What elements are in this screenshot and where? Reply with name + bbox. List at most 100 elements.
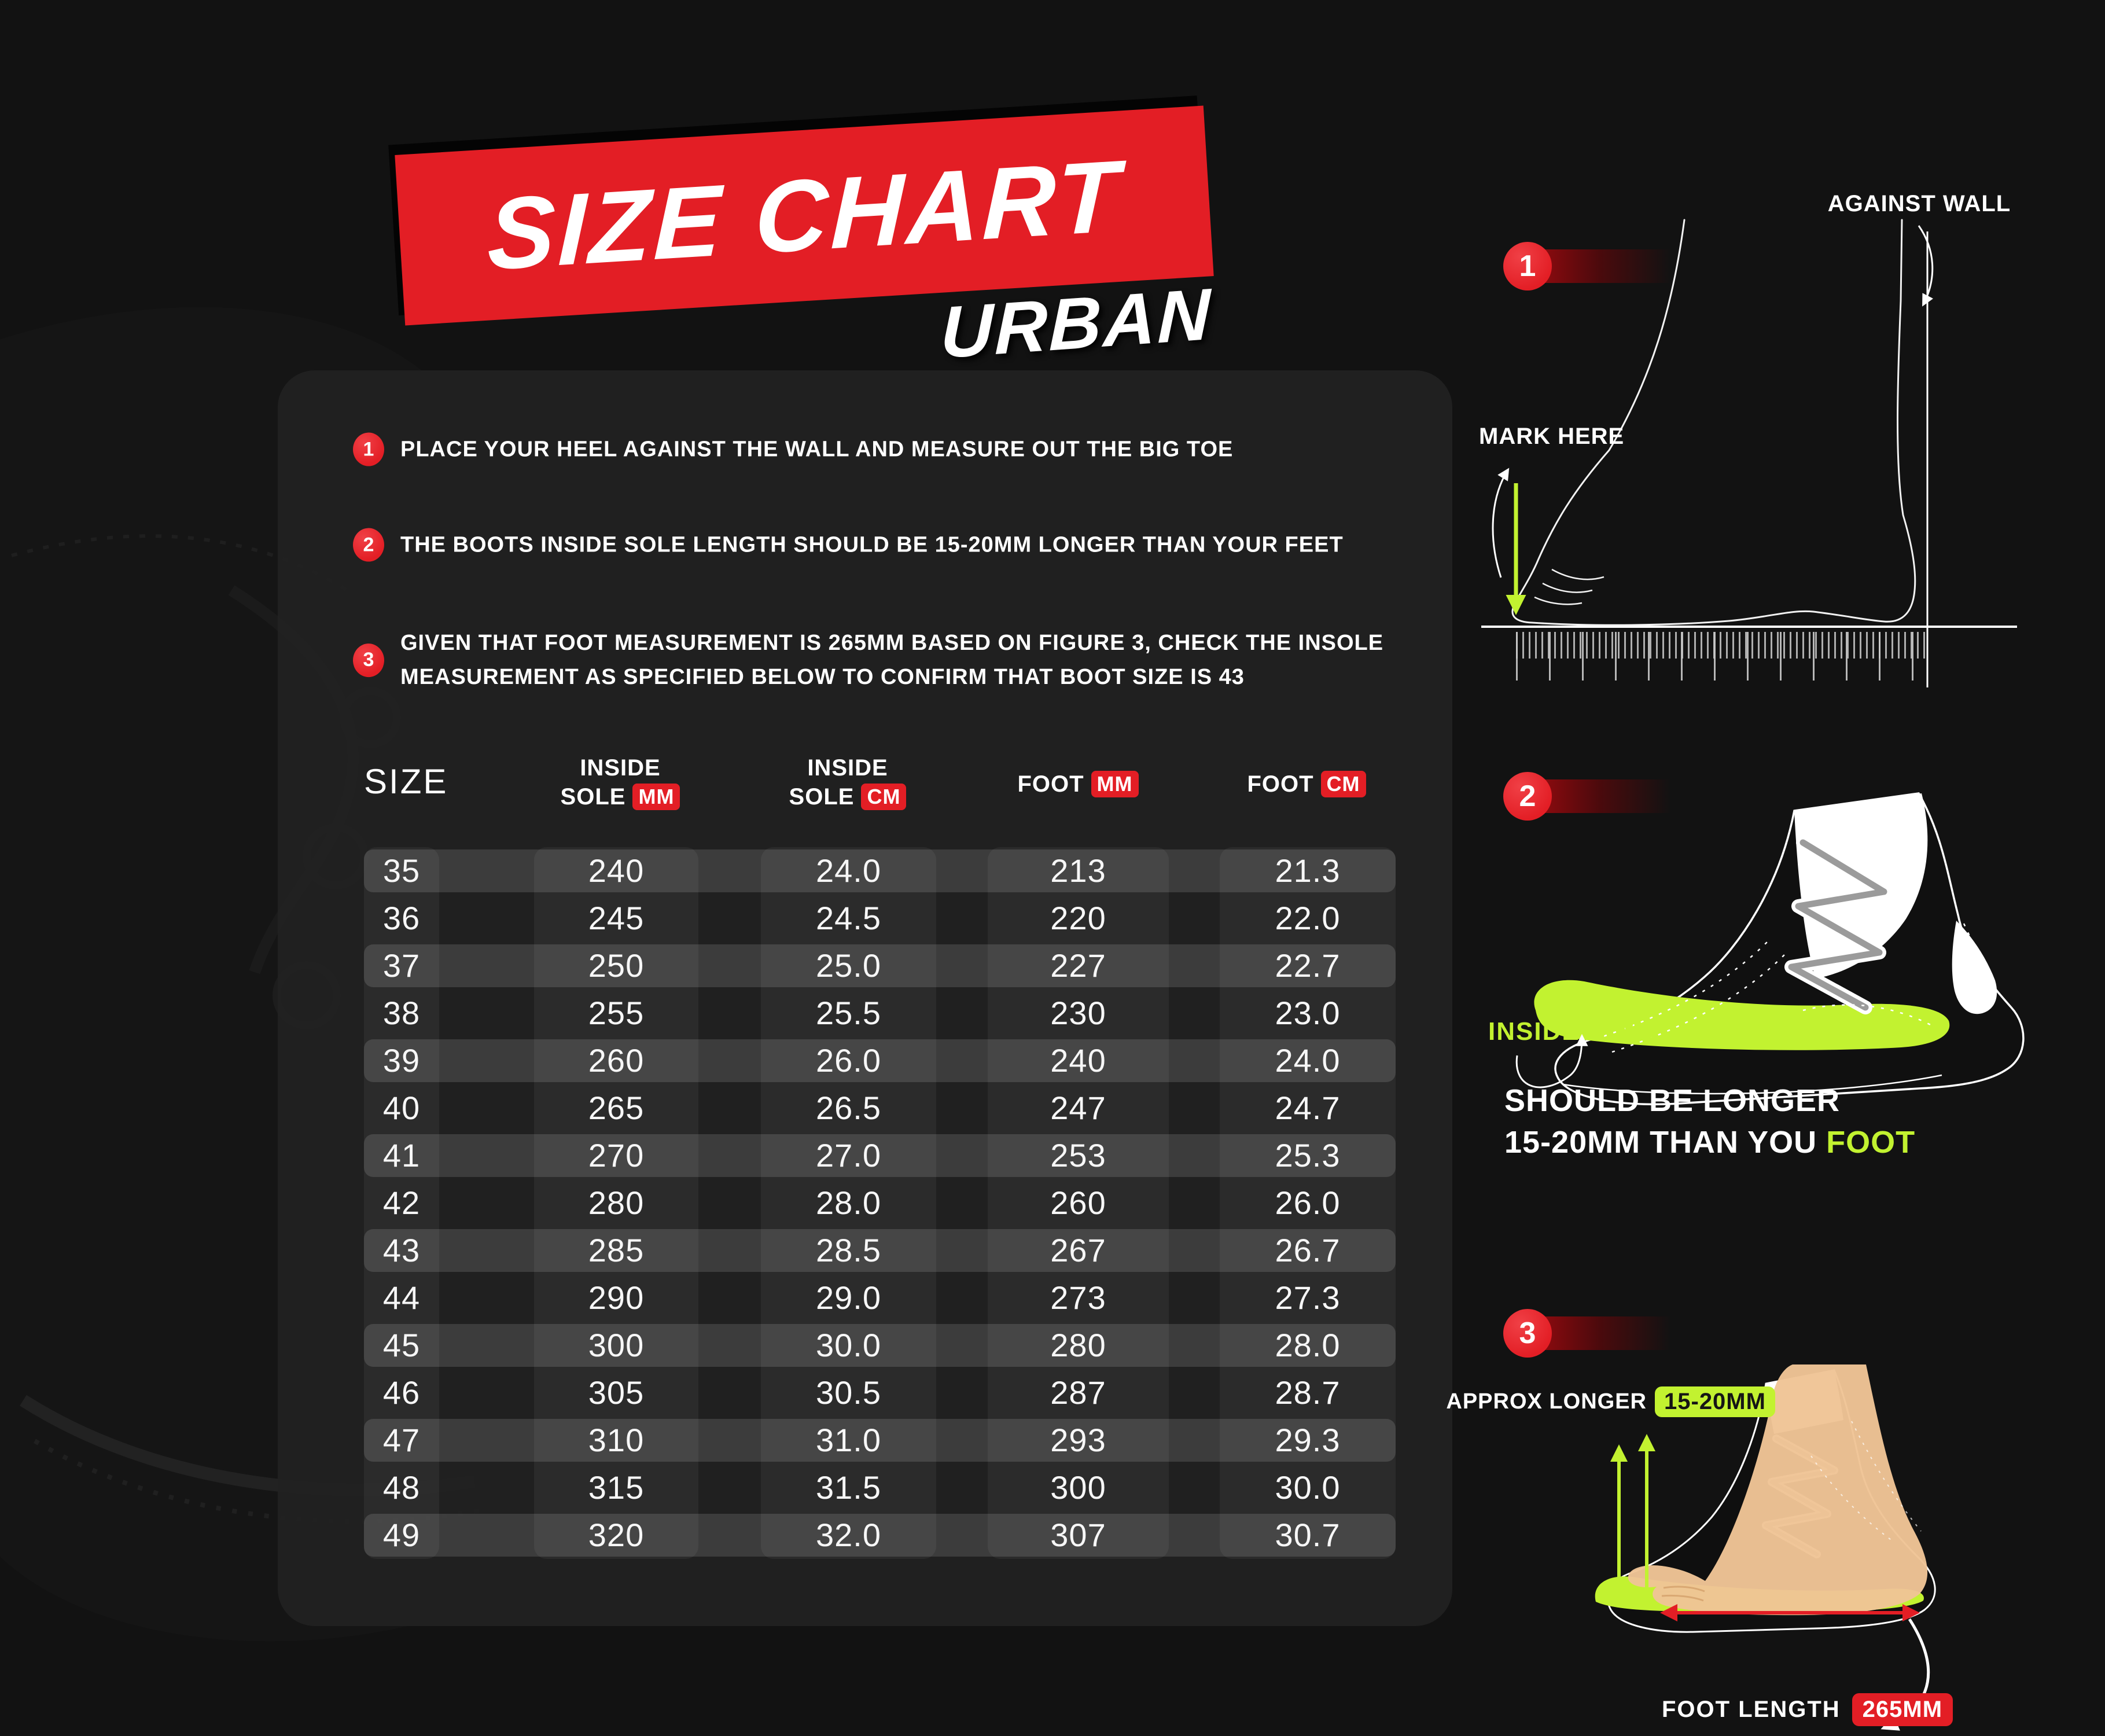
- cell-foot-cm: 22.0: [1275, 900, 1341, 936]
- cell-inside-sole-mm: 320: [588, 1517, 645, 1553]
- cell-size: 47: [382, 1422, 421, 1458]
- cell-foot-mm: 230: [1050, 995, 1106, 1031]
- approx-longer-label: APPROX LONGER: [1446, 1389, 1647, 1414]
- cell-foot-mm: 247: [1050, 1090, 1106, 1126]
- cell-size: 49: [382, 1517, 421, 1553]
- cell-size: 41: [382, 1137, 421, 1174]
- col-header-size: SIZE: [364, 762, 448, 801]
- cell-foot-mm: 280: [1050, 1327, 1106, 1363]
- cell-inside-sole-mm: 240: [588, 852, 645, 889]
- unit-badge-cm: CM: [861, 784, 907, 810]
- cell-inside-sole-cm: 24.0: [816, 852, 881, 889]
- foot-length-badge: 265MM: [1852, 1693, 1953, 1726]
- instruction-line: GIVEN THAT FOOT MEASUREMENT IS 265MM BAS…: [400, 631, 1384, 656]
- cell-foot-mm: 213: [1050, 852, 1106, 889]
- cell-inside-sole-cm: 25.5: [816, 995, 881, 1031]
- cell-size: 43: [382, 1232, 421, 1268]
- figure-2-caption: SHOULD BE LONGER 15-20MM THAN YOU FOOT: [1504, 1080, 2089, 1164]
- cell-foot-mm: 273: [1050, 1279, 1106, 1316]
- heel-patch: [1952, 921, 1997, 1014]
- cell-foot-mm: 240: [1050, 1042, 1106, 1079]
- instruction-number-badge: 2: [353, 528, 384, 562]
- stitching: [1810, 1455, 1896, 1543]
- cell-inside-sole-cm: 26.5: [816, 1090, 881, 1126]
- cell-inside-sole-mm: 280: [588, 1185, 645, 1221]
- cell-size: 36: [382, 900, 421, 936]
- cell-inside-sole-mm: 255: [588, 995, 645, 1031]
- col-header-foot-mm: FOOT MM: [991, 770, 1165, 799]
- cell-size: 42: [382, 1185, 421, 1221]
- table-row: 36 245 24.5 220 22.0: [360, 895, 1396, 942]
- cell-inside-sole-mm: 300: [588, 1327, 645, 1363]
- badge-gradient-trail: [1526, 1316, 1712, 1350]
- boot-collar-tongue: [1794, 793, 1928, 979]
- instruction-text: THE BOOTS INSIDE SOLE LENGTH SHOULD BE 1…: [400, 528, 1344, 562]
- laces: [1788, 839, 1887, 1011]
- cell-size: 38: [382, 995, 421, 1031]
- cell-inside-sole-mm: 310: [588, 1422, 645, 1458]
- unit-badge-mm: MM: [632, 784, 680, 810]
- approx-longer-badge: 15-20MM: [1655, 1386, 1775, 1417]
- cell-inside-sole-cm: 29.0: [816, 1279, 881, 1316]
- cell-foot-cm: 26.7: [1275, 1232, 1341, 1268]
- table-row: 37 250 25.0 227 22.7: [360, 942, 1396, 990]
- cell-foot-cm: 22.7: [1275, 947, 1341, 984]
- cell-inside-sole-cm: 26.0: [816, 1042, 881, 1079]
- cell-inside-sole-cm: 31.0: [816, 1422, 881, 1458]
- instruction-line: PLACE YOUR HEEL AGAINST THE WALL AND MEA…: [400, 437, 1234, 462]
- cell-foot-cm: 25.3: [1275, 1137, 1341, 1174]
- toe-lines: [1661, 1586, 1705, 1602]
- header-line: INSIDE: [533, 753, 707, 782]
- table-row: 41 270 27.0 253 25.3: [360, 1132, 1396, 1179]
- instruction-item: 2 THE BOOTS INSIDE SOLE LENGTH SHOULD BE…: [353, 528, 1344, 562]
- column-strip: [534, 847, 698, 1559]
- cell-inside-sole-cm: 30.5: [816, 1374, 881, 1411]
- cell-inside-sole-cm: 32.0: [816, 1517, 881, 1553]
- figure-number: 1: [1503, 242, 1552, 290]
- against-wall-label: AGAINST WALL: [1827, 191, 2011, 216]
- cell-inside-sole-mm: 290: [588, 1279, 645, 1316]
- cell-foot-mm: 300: [1050, 1469, 1106, 1506]
- badge-gradient-trail: [1526, 249, 1712, 283]
- cell-foot-mm: 287: [1050, 1374, 1106, 1411]
- inside-sole-curved-arrow: [1515, 1033, 1588, 1088]
- table-row: 35 240 24.0 213 21.3: [360, 847, 1396, 895]
- size-table: 35 240 24.0 213 21.3 36 245 24.5 220 22.…: [360, 847, 1396, 1559]
- instruction-text: GIVEN THAT FOOT MEASUREMENT IS 265MM BAS…: [400, 626, 1383, 694]
- figure-number: 2: [1503, 772, 1552, 821]
- instruction-item: 3 GIVEN THAT FOOT MEASUREMENT IS 265MM B…: [353, 626, 1383, 694]
- unit-badge-cm: CM: [1320, 771, 1366, 797]
- cell-foot-cm: 26.0: [1275, 1185, 1341, 1221]
- cell-size: 45: [382, 1327, 421, 1363]
- outsole-line: [1562, 1074, 1942, 1095]
- figure-2-inside-sole: INSIDE SOLE: [1479, 767, 2081, 1126]
- stitching: [1963, 923, 1994, 1005]
- cell-inside-sole-cm: 28.0: [816, 1185, 881, 1221]
- column-strip: [1220, 847, 1396, 1559]
- table-row: 47 310 31.0 293 29.3: [360, 1417, 1396, 1464]
- cell-foot-mm: 260: [1050, 1185, 1106, 1221]
- cell-inside-sole-cm: 25.0: [816, 947, 881, 984]
- header-word: FOOT: [1247, 771, 1314, 797]
- inside-sole-highlight: [1534, 980, 1950, 1050]
- foot-diagram-svg: [1481, 219, 2017, 687]
- instruction-text: PLACE YOUR HEEL AGAINST THE WALL AND MEA…: [400, 433, 1233, 467]
- figure-1-badge: 1: [1503, 242, 1712, 290]
- header-word: SOLE: [560, 784, 626, 810]
- cell-foot-cm: 30.7: [1275, 1517, 1341, 1553]
- boot-diagram-svg: [1515, 792, 2025, 1106]
- cell-foot-mm: 307: [1050, 1517, 1106, 1553]
- cell-inside-sole-cm: 31.5: [816, 1469, 881, 1506]
- badge-gradient-trail: [1526, 779, 1712, 813]
- instructions-and-table-panel: 1 PLACE YOUR HEEL AGAINST THE WALL AND M…: [278, 370, 1452, 1626]
- table-row: 40 265 26.5 247 24.7: [360, 1084, 1396, 1132]
- header-line: SOLE MM: [533, 782, 707, 811]
- cell-foot-cm: 27.3: [1275, 1279, 1341, 1316]
- table-row: 49 320 32.0 307 30.7: [360, 1511, 1396, 1559]
- cell-foot-mm: 227: [1050, 947, 1106, 984]
- foot-outline: [1511, 219, 1916, 626]
- figure-3-badge: 3: [1503, 1309, 1712, 1358]
- inside-sole-label: INSIDE SOLE: [1488, 1017, 1662, 1046]
- toes-outline: [1534, 568, 1604, 605]
- table-row: 48 315 31.5 300 30.0: [360, 1464, 1396, 1511]
